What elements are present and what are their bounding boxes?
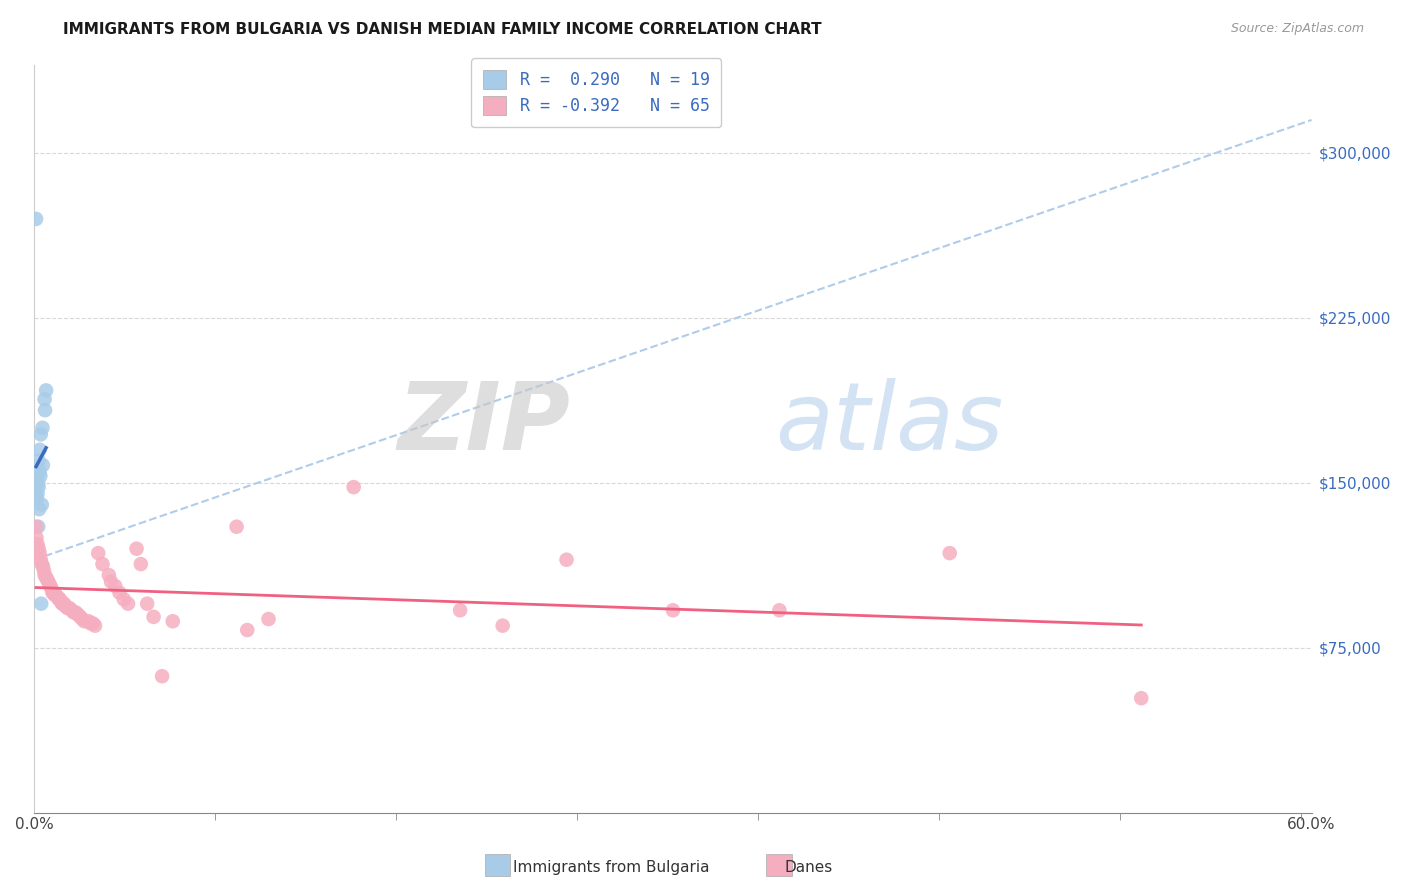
Point (32, 458, 55, 472)
Point (938, 546, 960, 560)
Point (25, 491, 48, 505)
Point (117, 597, 139, 611)
Point (30, 469, 52, 483)
Point (662, 603, 685, 617)
Point (49, 594, 72, 608)
Point (32, 564, 55, 578)
Point (27, 487, 49, 501)
Point (225, 519, 247, 533)
Legend: R =  0.290   N = 19, R = -0.392   N = 65: R = 0.290 N = 19, R = -0.392 N = 65 (471, 58, 721, 127)
Point (30, 597, 52, 611)
Point (34, 403, 56, 417)
Point (112, 592, 135, 607)
Point (27, 475, 49, 490)
Point (28, 465, 51, 479)
Point (768, 603, 790, 617)
Point (31, 421, 53, 435)
Point (104, 579, 127, 593)
Point (28, 442, 51, 457)
Point (27, 541, 49, 556)
Point (129, 557, 152, 571)
Point (53, 597, 76, 611)
Point (35, 384, 58, 398)
Point (125, 541, 148, 556)
Point (449, 603, 471, 617)
Point (27, 480, 49, 494)
Point (41, 582, 63, 596)
Point (72, 612, 94, 626)
Point (38, 577, 60, 591)
Point (80, 616, 103, 631)
Point (25, 531, 48, 545)
Point (65, 606, 87, 620)
Point (343, 480, 366, 494)
Point (91, 557, 114, 571)
Point (97, 568, 120, 582)
Point (100, 574, 122, 589)
Point (162, 614, 184, 628)
Point (53, 599, 76, 613)
Point (42, 585, 65, 599)
Point (25, 519, 48, 533)
Point (136, 597, 159, 611)
Point (48, 592, 70, 607)
Point (257, 612, 280, 626)
Point (27, 537, 49, 551)
Point (37, 574, 59, 589)
Bar (766, 854, 792, 876)
Text: atlas: atlas (775, 378, 1004, 469)
Point (31, 498, 53, 512)
Point (236, 623, 259, 637)
Point (32, 559, 55, 574)
Point (62, 606, 84, 620)
Point (150, 669, 173, 683)
Point (58, 601, 80, 615)
Point (56, 601, 79, 615)
Point (108, 585, 131, 599)
Text: ZIP: ZIP (398, 378, 571, 470)
Point (87, 546, 110, 560)
Point (60, 603, 83, 617)
Point (49, 592, 72, 607)
Point (35, 570, 58, 584)
Text: Source: ZipAtlas.com: Source: ZipAtlas.com (1230, 22, 1364, 36)
Text: IMMIGRANTS FROM BULGARIA VS DANISH MEDIAN FAMILY INCOME CORRELATION CHART: IMMIGRANTS FROM BULGARIA VS DANISH MEDIA… (63, 22, 823, 37)
Point (39, 579, 62, 593)
Point (28, 502, 51, 516)
Point (555, 552, 578, 566)
Point (30, 427, 52, 442)
Point (69, 610, 91, 624)
Point (34, 392, 56, 407)
Point (82, 616, 104, 631)
Point (73, 614, 96, 628)
Point (27, 454, 49, 468)
Point (37, 573, 59, 587)
Point (25, 211, 48, 226)
Point (31, 557, 53, 571)
Point (77, 614, 100, 628)
Point (1130, 691, 1153, 706)
Point (41, 585, 63, 599)
Text: Immigrants from Bulgaria: Immigrants from Bulgaria (513, 861, 710, 875)
Point (46, 590, 69, 604)
Point (34, 568, 56, 582)
Bar (485, 854, 510, 876)
Point (84, 618, 107, 632)
Point (66, 607, 89, 622)
Point (28, 546, 51, 560)
Point (142, 610, 165, 624)
Point (44, 588, 66, 602)
Text: Danes: Danes (785, 861, 832, 875)
Point (45, 588, 67, 602)
Point (27, 519, 49, 533)
Point (30, 552, 52, 566)
Point (492, 618, 515, 632)
Point (51, 597, 73, 611)
